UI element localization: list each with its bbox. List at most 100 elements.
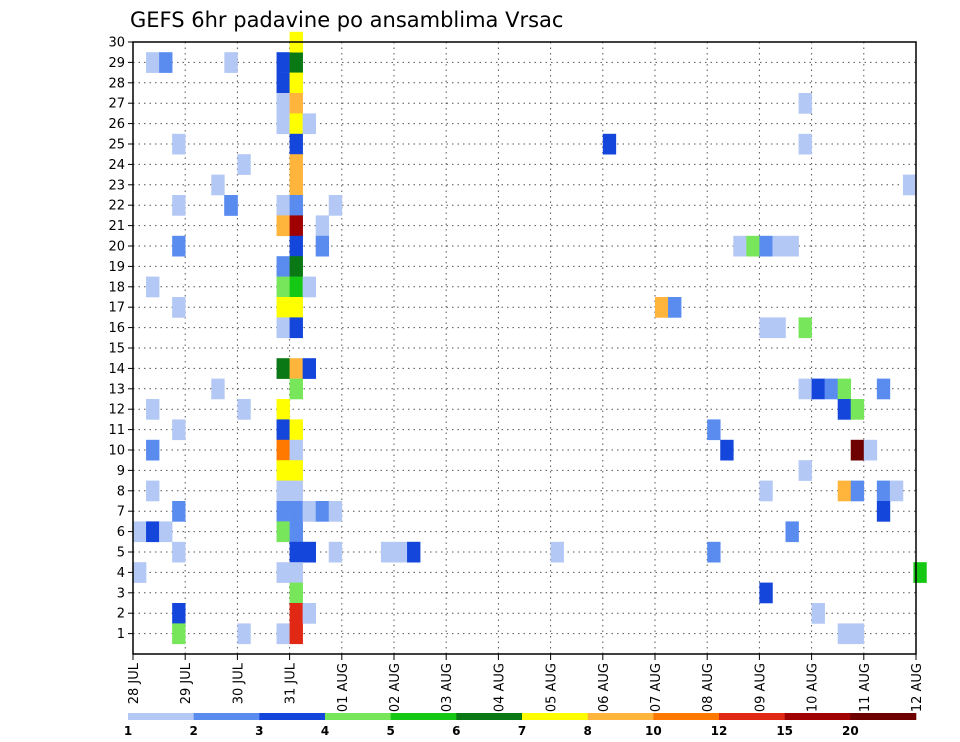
precip-cell [837, 378, 852, 400]
precip-cell [237, 399, 251, 420]
precip-cell [289, 460, 303, 481]
precip-cell [302, 113, 316, 135]
precip-cell [824, 378, 838, 400]
precip-cell [289, 235, 303, 257]
y-axis: 1234567891011121314151617181920212223242… [108, 36, 133, 642]
precip-cell [328, 501, 343, 522]
precip-cell [237, 154, 251, 175]
precip-cell [289, 603, 303, 624]
precip-cell [289, 52, 303, 73]
precip-cell [289, 501, 303, 522]
y-tick-label: 29 [108, 56, 125, 71]
precip-cell [276, 215, 290, 237]
precip-cell [302, 358, 316, 379]
precip-cell [276, 399, 290, 420]
precip-cell [328, 541, 343, 563]
precip-cell [772, 317, 786, 339]
precip-cell [211, 174, 225, 196]
precip-cell [720, 439, 734, 461]
precip-cell [276, 358, 290, 379]
precip-cell [798, 93, 812, 114]
x-tick-label: 07 AUG [649, 663, 664, 712]
x-tick-label: 01 AUG [336, 663, 351, 712]
colorbar-tick-label: 12 [711, 724, 728, 738]
precip-cell [146, 276, 160, 298]
y-tick-label: 25 [108, 138, 125, 153]
precip-cell [889, 480, 904, 502]
precip-cell [237, 623, 251, 645]
colorbar-tick-label: 7 [518, 724, 526, 738]
precip-cell [902, 174, 917, 196]
precip-cell [172, 419, 186, 441]
x-tick-label: 30 JUL [231, 662, 246, 704]
precip-cell [655, 297, 669, 318]
precip-cell [811, 603, 825, 624]
y-tick-label: 13 [108, 382, 125, 397]
precip-cell [276, 113, 290, 135]
precip-cell [172, 297, 186, 318]
precip-cell [289, 113, 303, 135]
precip-cell [837, 623, 852, 645]
y-tick-label: 7 [117, 505, 125, 520]
precip-cell [315, 215, 330, 237]
precip-cell [707, 541, 721, 563]
precip-cell [146, 439, 160, 461]
precip-cell [146, 521, 160, 543]
colorbar-swatch [653, 713, 720, 720]
precip-cell [811, 378, 825, 400]
precip-cell [759, 235, 773, 257]
precip-cell [863, 439, 878, 461]
precip-cell [172, 235, 186, 257]
precip-cell [850, 480, 865, 502]
precip-cell [850, 399, 865, 420]
y-tick-label: 30 [108, 36, 125, 51]
colorbar-tick-label: 4 [321, 724, 329, 738]
precip-cell [733, 235, 747, 257]
y-tick-label: 6 [117, 525, 125, 540]
precip-cell [315, 501, 330, 522]
y-tick-label: 1 [117, 627, 125, 642]
precip-cell [276, 52, 290, 73]
precip-cell [289, 133, 303, 155]
precip-cell [276, 317, 290, 339]
precip-cell [394, 541, 408, 563]
precip-cell [172, 603, 186, 624]
precip-cell [302, 541, 316, 563]
colorbar-tick-label: 6 [452, 724, 460, 738]
y-tick-label: 14 [108, 362, 125, 377]
precip-cell [850, 623, 865, 645]
y-tick-label: 11 [108, 423, 125, 438]
precip-cell [276, 521, 290, 543]
precip-cell [276, 72, 290, 94]
precip-cell [876, 480, 891, 502]
precip-cell [276, 623, 290, 645]
precip-cell [289, 317, 303, 339]
precip-cell [276, 93, 290, 114]
precip-cell [146, 480, 160, 502]
colorbar-swatch [390, 713, 457, 720]
precip-cell [759, 317, 773, 339]
x-tick-label: 29 JUL [179, 662, 194, 704]
colorbar-swatch [719, 713, 785, 720]
precip-cell [146, 399, 160, 420]
precip-cell [276, 195, 290, 216]
y-tick-label: 23 [108, 178, 125, 193]
y-tick-label: 19 [108, 260, 125, 275]
precip-cell [668, 297, 682, 318]
grid-lines [133, 42, 916, 654]
precip-cell [276, 419, 290, 441]
x-tick-label: 05 AUG [545, 663, 560, 712]
precip-cell [159, 52, 173, 73]
x-tick-label: 04 AUG [492, 663, 507, 712]
precip-cell [146, 52, 160, 73]
y-tick-label: 4 [117, 566, 125, 581]
precip-cell [772, 235, 786, 257]
precip-cell [224, 195, 238, 216]
precip-cell [289, 358, 303, 379]
precip-cell [289, 174, 303, 196]
y-tick-label: 5 [117, 546, 125, 561]
colorbar-swatch [784, 713, 851, 720]
precip-cell [315, 235, 330, 257]
precip-cell [707, 419, 721, 441]
precip-cell [276, 439, 290, 461]
